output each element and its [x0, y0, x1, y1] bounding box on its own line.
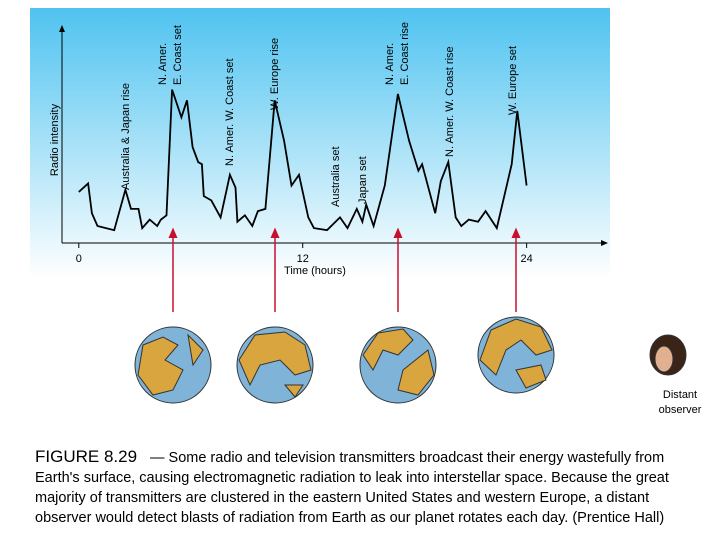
annotation: N. Amer. W. Coast set: [224, 58, 236, 166]
y-axis-label: Radio intensity: [49, 103, 61, 176]
caption-text: — Some radio and television transmitters…: [150, 450, 664, 466]
x-tick-label: 0: [76, 253, 82, 265]
annotation: W. Europe set: [507, 46, 519, 115]
intensity-line: [78, 89, 528, 232]
annotation: W. Europe rise: [269, 38, 281, 110]
caption-text: majority of transmitters are clustered i…: [35, 490, 649, 506]
plot-background: [30, 8, 610, 278]
annotation: Australia & Japan rise: [120, 83, 132, 190]
annotation: N. Amer. W. Coast rise: [444, 46, 456, 157]
caption-text: Earth's surface, causing electromagnetic…: [35, 470, 669, 486]
x-tick-label: 12: [297, 253, 309, 265]
annotation: N. Amer.: [157, 43, 169, 85]
observer-label: Distant: [663, 389, 697, 401]
annotation: E. Coast rise: [399, 22, 411, 85]
caption-text: observer would detect blasts of radiatio…: [35, 510, 664, 526]
caption-label: FIGURE 8.29: [35, 447, 137, 466]
globes: [134, 316, 687, 404]
observer-label: observer: [659, 404, 702, 416]
x-axis-label: Time (hours): [284, 265, 346, 277]
annotation: N. Amer.: [384, 43, 396, 85]
annotation: Australia set: [330, 146, 342, 207]
x-tick-label: 24: [521, 253, 533, 265]
annotation: E. Coast set: [172, 25, 184, 85]
annotation: Japan set: [357, 156, 369, 204]
